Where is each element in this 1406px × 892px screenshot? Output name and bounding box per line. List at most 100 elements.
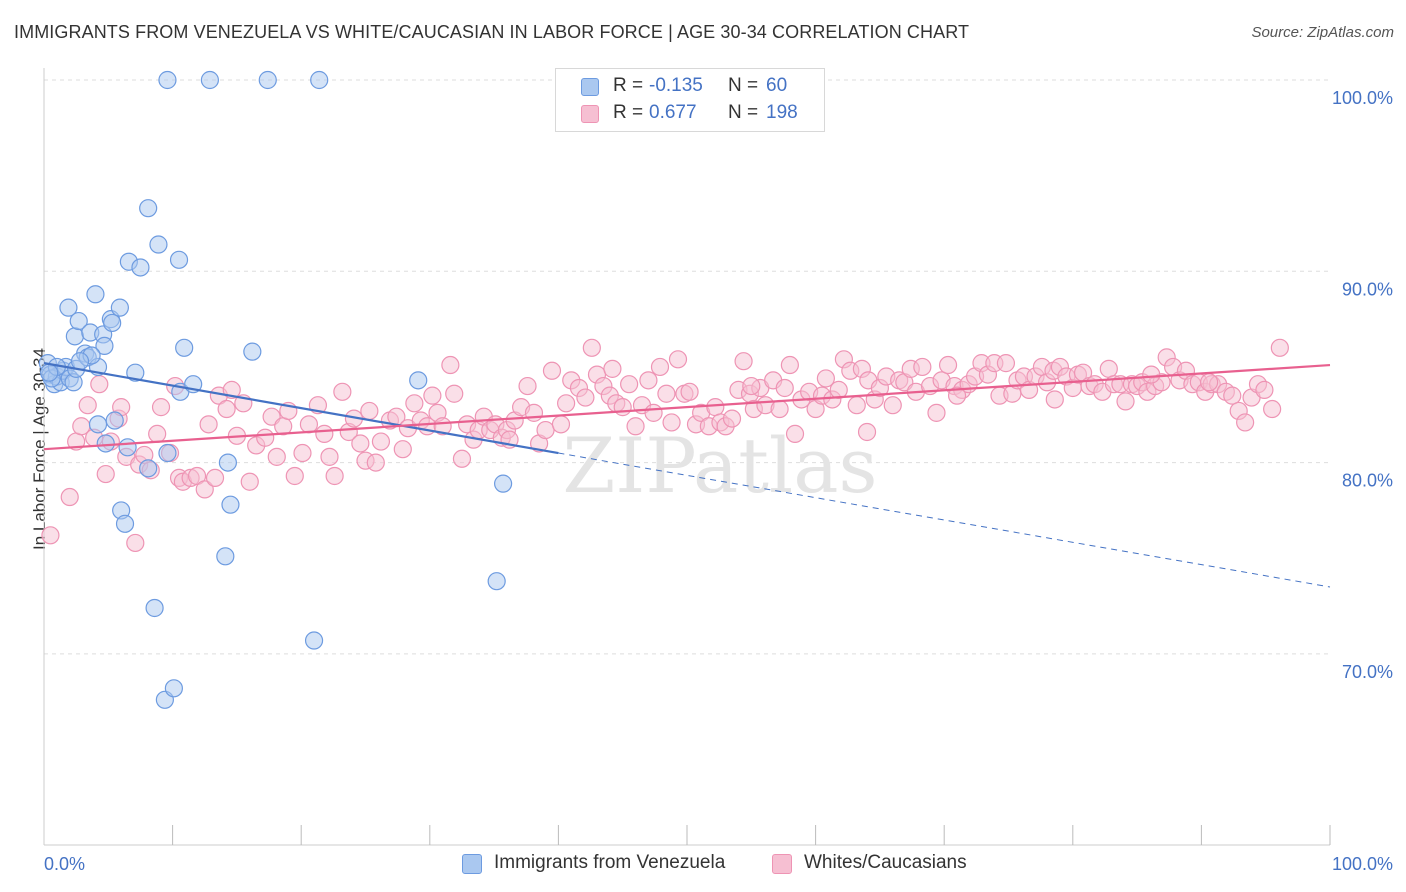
data-point bbox=[96, 434, 115, 453]
data-point bbox=[1270, 338, 1289, 357]
data-point bbox=[205, 468, 225, 488]
data-point bbox=[299, 415, 319, 434]
data-point bbox=[1116, 392, 1135, 411]
data-point bbox=[158, 443, 177, 463]
data-point bbox=[775, 378, 794, 398]
data-point bbox=[103, 313, 122, 333]
data-point bbox=[88, 415, 108, 434]
data-point bbox=[536, 420, 555, 440]
data-point bbox=[217, 399, 236, 419]
legend-n-label: N = bbox=[728, 75, 759, 96]
data-point bbox=[60, 487, 79, 507]
legend-label: Whites/Caucasians bbox=[804, 852, 967, 873]
data-point bbox=[267, 447, 286, 466]
data-point bbox=[680, 382, 699, 401]
watermark: ZIPatlas bbox=[562, 421, 877, 510]
data-point bbox=[423, 386, 442, 405]
gridlines bbox=[44, 79, 1330, 655]
data-point bbox=[857, 422, 877, 442]
data-point bbox=[785, 424, 805, 444]
data-point bbox=[662, 413, 681, 432]
series-whites-points bbox=[41, 338, 1289, 553]
data-point bbox=[1255, 380, 1274, 400]
legend-swatch-blue bbox=[462, 854, 482, 874]
data-point bbox=[445, 384, 464, 403]
data-point bbox=[41, 526, 60, 545]
data-point bbox=[582, 338, 601, 357]
data-point bbox=[518, 376, 537, 396]
y-tick-label: 70.0% bbox=[1342, 662, 1393, 682]
data-point bbox=[145, 598, 164, 618]
x-tick-label: 0.0% bbox=[44, 854, 85, 874]
data-point bbox=[70, 352, 90, 371]
data-point bbox=[613, 398, 632, 417]
data-point bbox=[115, 514, 135, 533]
data-point bbox=[148, 424, 167, 444]
data-point bbox=[639, 371, 658, 390]
data-point bbox=[258, 70, 277, 90]
data-point bbox=[1223, 386, 1242, 405]
data-point bbox=[131, 258, 150, 277]
data-point bbox=[734, 352, 753, 371]
data-point bbox=[1263, 399, 1282, 419]
data-point bbox=[293, 443, 312, 463]
data-point bbox=[603, 359, 622, 378]
data-point bbox=[1045, 390, 1064, 409]
data-point bbox=[151, 398, 171, 417]
data-point bbox=[139, 459, 158, 478]
data-point bbox=[947, 386, 967, 405]
data-point bbox=[200, 70, 219, 90]
data-point bbox=[494, 474, 513, 493]
data-point bbox=[829, 380, 848, 400]
data-point bbox=[620, 375, 639, 394]
data-point bbox=[524, 403, 544, 422]
data-point bbox=[333, 382, 352, 401]
data-point bbox=[650, 357, 670, 377]
y-tick-label: 100.0% bbox=[1332, 88, 1393, 108]
data-point bbox=[86, 285, 105, 304]
data-point bbox=[657, 384, 676, 403]
data-point bbox=[360, 401, 379, 421]
data-point bbox=[366, 453, 385, 472]
data-point bbox=[187, 466, 207, 486]
data-point bbox=[110, 298, 129, 317]
legend-swatch-pink bbox=[581, 105, 599, 123]
data-point bbox=[256, 428, 275, 447]
data-point bbox=[576, 388, 595, 407]
data-point bbox=[542, 361, 562, 380]
data-point bbox=[240, 472, 259, 491]
data-point bbox=[722, 409, 742, 428]
data-point bbox=[315, 424, 334, 444]
data-point bbox=[149, 235, 168, 254]
data-point bbox=[393, 440, 412, 459]
data-point bbox=[285, 466, 304, 486]
legend-swatch-pink bbox=[772, 854, 792, 874]
data-point bbox=[65, 327, 84, 346]
chart-title: IMMIGRANTS FROM VENEZUELA VS WHITE/CAUCA… bbox=[14, 22, 970, 42]
data-point bbox=[175, 338, 194, 357]
x-tick-label: 100.0% bbox=[1332, 854, 1393, 874]
legend-n-value: 60 bbox=[766, 75, 788, 96]
data-point bbox=[1200, 373, 1219, 392]
data-point bbox=[371, 432, 391, 451]
data-point bbox=[78, 396, 97, 415]
data-point bbox=[105, 411, 124, 430]
data-point bbox=[325, 466, 344, 486]
legend-swatch-blue bbox=[581, 78, 599, 96]
data-point bbox=[487, 572, 506, 591]
data-point bbox=[310, 70, 329, 90]
data-point bbox=[668, 350, 688, 369]
data-point bbox=[139, 199, 158, 218]
data-point bbox=[96, 464, 115, 484]
data-point bbox=[95, 336, 114, 356]
legend-r-label: R = bbox=[613, 75, 644, 96]
data-point bbox=[557, 394, 576, 413]
axes bbox=[43, 68, 1331, 846]
legend-r-label: R = bbox=[613, 102, 644, 123]
data-point bbox=[405, 394, 424, 413]
data-point bbox=[118, 438, 137, 457]
legend-label: Immigrants from Venezuela bbox=[494, 852, 726, 873]
legend-n-label: N = bbox=[728, 102, 759, 123]
data-point bbox=[351, 434, 370, 453]
